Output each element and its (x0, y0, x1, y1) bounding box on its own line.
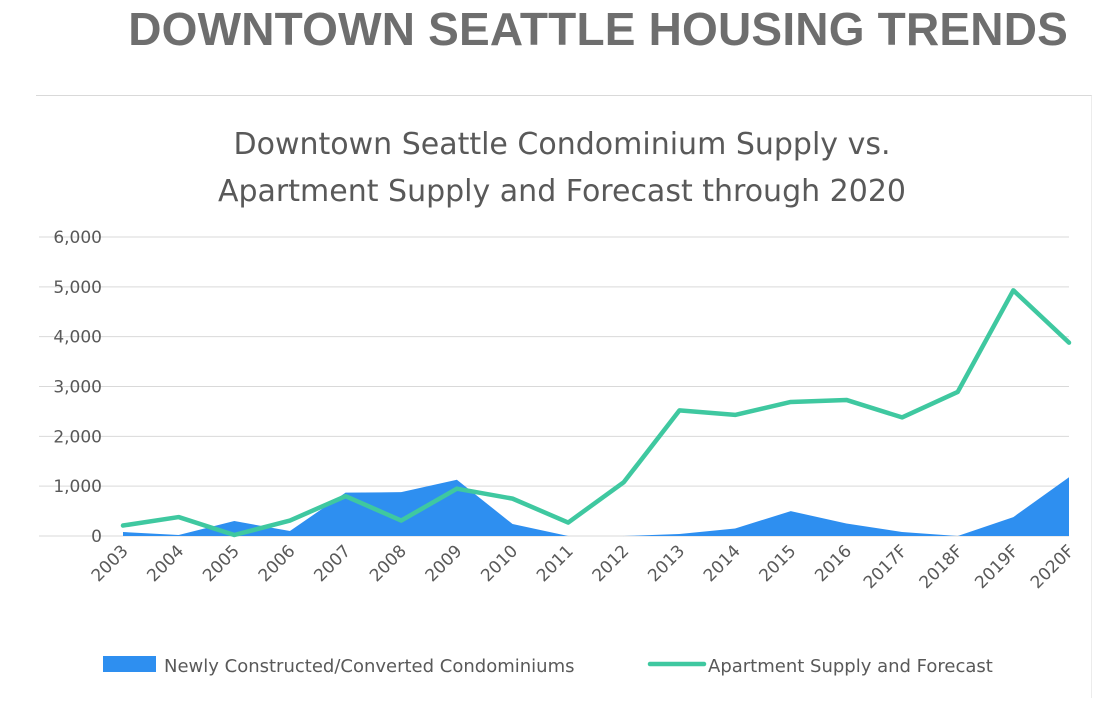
x-tick-label: 2006 (255, 541, 300, 586)
chart-title-line-2: Apartment Supply and Forecast through 20… (218, 174, 906, 209)
legend-label-apartments: Apartment Supply and Forecast (708, 656, 993, 677)
y-tick-label: 2,000 (53, 427, 102, 447)
legend-swatch-condominiums (103, 656, 156, 672)
series-line-apartments (120, 288, 1072, 538)
x-tick-label: 2013 (644, 541, 689, 586)
x-tick-label: 2018F (916, 541, 968, 593)
x-tick-label: 2003 (88, 541, 133, 586)
x-tick-label: 2015 (756, 541, 801, 586)
x-tick-label: 2004 (143, 541, 188, 586)
legend-label-condominiums: Newly Constructed/Converted Condominiums (164, 656, 574, 677)
y-tick-label: 4,000 (53, 328, 102, 348)
x-tick-label: 2014 (700, 541, 745, 586)
y-axis-ticks: 0 1,000 2,000 3,000 4,000 5,000 6,000 (53, 228, 102, 547)
x-tick-label: 2008 (366, 541, 411, 586)
gridlines (39, 236, 1069, 537)
chart-title-line-1: Downtown Seattle Condominium Supply vs. (233, 127, 890, 162)
series-area-condominiums (123, 477, 1069, 536)
x-tick-label: 2017F (860, 541, 912, 593)
legend: Newly Constructed/Converted Condominiums… (103, 656, 993, 677)
x-tick-label: 2019F (971, 541, 1023, 593)
series (120, 288, 1072, 538)
chart-title: Downtown Seattle Condominium Supply vs. A… (218, 127, 906, 209)
y-tick-label: 0 (91, 527, 102, 547)
y-tick-label: 6,000 (53, 228, 102, 248)
x-tick-label: 2007 (310, 541, 355, 586)
page-title: DOWNTOWN SEATTLE HOUSING TRENDS (128, 3, 1068, 55)
y-tick-label: 1,000 (53, 477, 102, 497)
x-tick-label: 2011 (533, 541, 578, 586)
chart: Downtown Seattle Condominium Supply vs. A… (39, 127, 1079, 677)
y-tick-label: 3,000 (53, 378, 102, 398)
x-tick-label: 2012 (589, 541, 634, 586)
x-tick-label: 2009 (422, 541, 467, 586)
y-tick-label: 5,000 (53, 278, 102, 298)
chart-frame: Downtown Seattle Condominium Supply vs. A… (36, 95, 1092, 698)
x-tick-label: 2020F (1027, 541, 1079, 593)
x-tick-label: 2010 (477, 541, 522, 586)
x-tick-label: 2016 (811, 541, 856, 586)
x-tick-label: 2005 (199, 541, 244, 586)
x-axis-ticks: 2003 2004 2005 2006 2007 2008 2009 2010 2011 2012… (88, 541, 1079, 593)
